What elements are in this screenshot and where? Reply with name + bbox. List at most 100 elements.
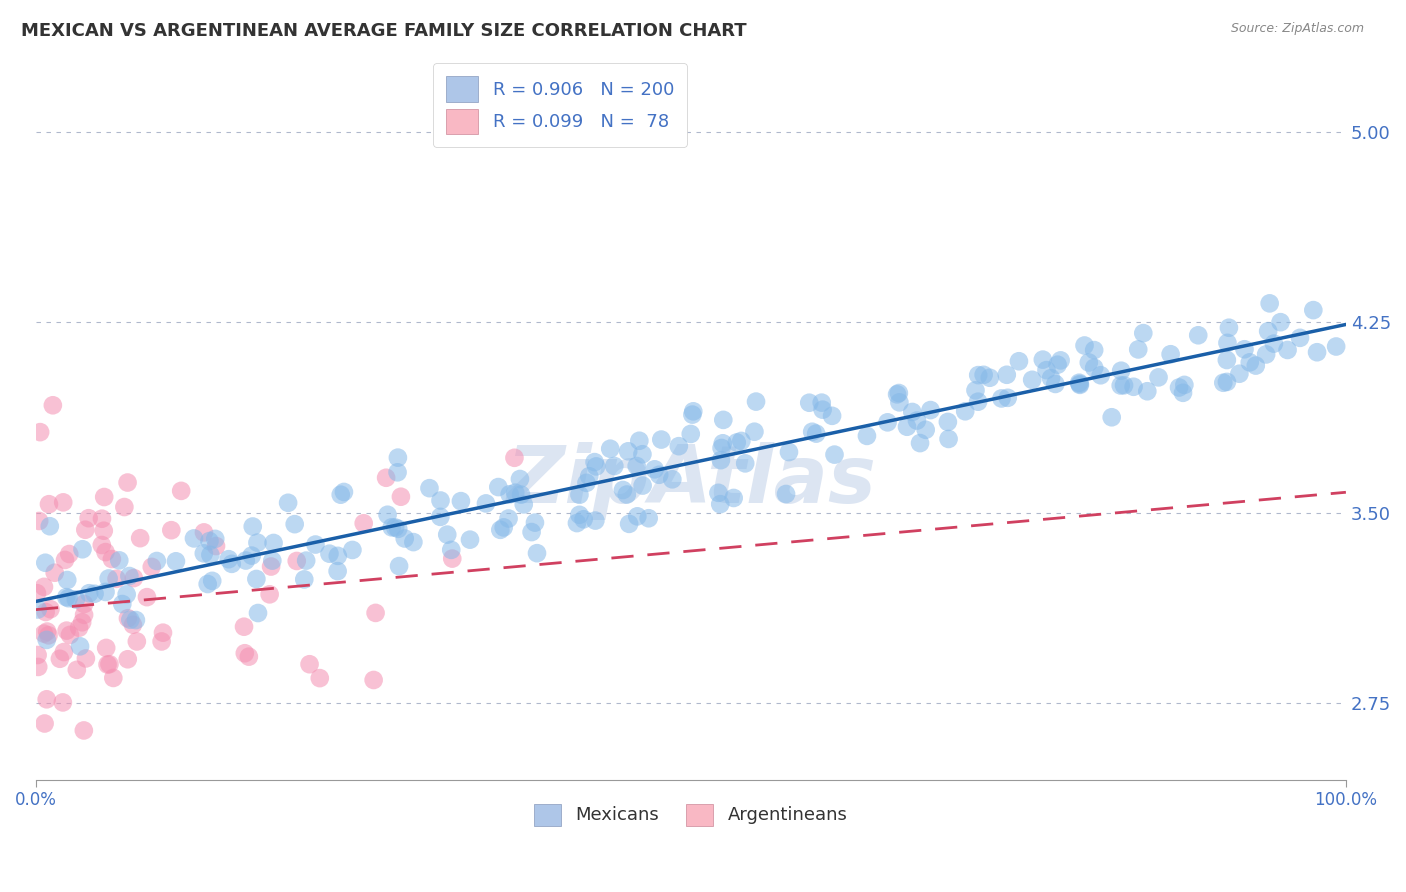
Point — [583, 514, 606, 528]
Point — [52, 695, 75, 709]
Point — [568, 508, 591, 522]
Point — [1229, 367, 1251, 381]
Point — [52, 645, 75, 659]
Point — [103, 671, 125, 685]
Point — [58, 591, 80, 606]
Point — [259, 587, 281, 601]
Point — [200, 548, 222, 562]
Point — [908, 436, 931, 450]
Point — [1239, 355, 1261, 369]
Point — [730, 434, 752, 448]
Point — [308, 671, 330, 685]
Point — [572, 512, 595, 526]
Point — [1289, 331, 1312, 345]
Point — [96, 640, 118, 655]
Point — [920, 403, 942, 417]
Point — [599, 442, 621, 456]
Point — [75, 523, 97, 537]
Point — [429, 509, 451, 524]
Point — [520, 524, 543, 539]
Point — [129, 531, 152, 545]
Point — [94, 545, 117, 559]
Point — [238, 649, 260, 664]
Point — [93, 490, 115, 504]
Point — [681, 408, 703, 422]
Point — [631, 478, 654, 492]
Point — [1109, 378, 1132, 392]
Point — [1035, 363, 1057, 377]
Point — [886, 387, 908, 401]
Point — [1045, 376, 1067, 391]
Point — [1324, 339, 1347, 353]
Point — [583, 455, 606, 469]
Point — [117, 611, 139, 625]
Point — [65, 592, 87, 607]
Point — [458, 533, 481, 547]
Point — [326, 549, 349, 563]
Point — [679, 426, 702, 441]
Point — [616, 487, 638, 501]
Point — [160, 523, 183, 537]
Point — [269, 797, 291, 812]
Point — [628, 434, 651, 448]
Point — [73, 607, 96, 622]
Point — [429, 493, 451, 508]
Point — [489, 523, 512, 537]
Point — [117, 652, 139, 666]
Point — [342, 543, 364, 558]
Point — [575, 475, 598, 490]
Point — [35, 632, 58, 647]
Point — [1302, 303, 1324, 318]
Point — [77, 586, 100, 600]
Point — [648, 467, 671, 482]
Point — [75, 651, 97, 665]
Point — [418, 481, 440, 495]
Point — [388, 559, 411, 574]
Point — [1216, 335, 1239, 350]
Point — [240, 549, 263, 563]
Point — [112, 500, 135, 514]
Point — [73, 723, 96, 738]
Point — [709, 497, 731, 511]
Point — [333, 485, 356, 500]
Point — [49, 652, 72, 666]
Point — [198, 534, 221, 549]
Point — [1257, 324, 1279, 338]
Point — [298, 657, 321, 672]
Point — [246, 535, 269, 549]
Point — [801, 425, 824, 439]
Point — [263, 536, 285, 550]
Point — [626, 458, 648, 473]
Point — [1040, 371, 1063, 385]
Point — [585, 459, 607, 474]
Point — [387, 522, 409, 536]
Point — [1147, 370, 1170, 384]
Point — [821, 409, 844, 423]
Point — [193, 525, 215, 540]
Point — [204, 532, 226, 546]
Point — [44, 566, 66, 580]
Point — [503, 485, 526, 500]
Point — [995, 368, 1018, 382]
Point — [115, 587, 138, 601]
Point — [125, 613, 148, 627]
Point — [896, 419, 918, 434]
Point — [170, 483, 193, 498]
Point — [578, 469, 600, 483]
Point — [778, 445, 800, 459]
Point — [105, 572, 128, 586]
Point — [1090, 368, 1112, 383]
Point — [509, 472, 531, 486]
Point — [1069, 376, 1091, 391]
Point — [377, 508, 399, 522]
Point — [364, 606, 387, 620]
Point — [37, 624, 59, 639]
Point — [1233, 343, 1256, 357]
Point — [914, 423, 936, 437]
Point — [498, 511, 520, 525]
Point — [93, 524, 115, 538]
Point — [165, 554, 187, 568]
Point — [744, 425, 766, 439]
Point — [565, 516, 588, 530]
Point — [1216, 353, 1239, 368]
